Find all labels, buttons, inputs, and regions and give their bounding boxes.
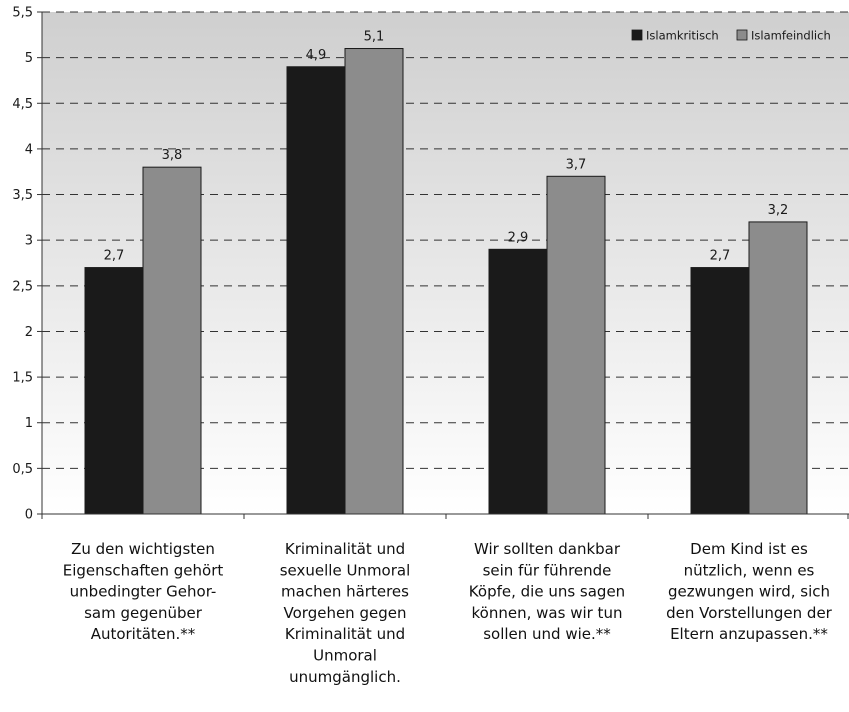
bar-islamfeindlich-1 bbox=[142, 166, 202, 515]
x-category-label-line: Vorgehen gegen bbox=[284, 604, 407, 622]
x-category-label-line: sein für führende bbox=[483, 561, 612, 579]
x-category-label-line: Zu den wichtigsten bbox=[71, 540, 215, 558]
x-category-label-line: Wir sollten dankbar bbox=[474, 540, 621, 558]
legend-label-islamfeindlich: Islamfeindlich bbox=[751, 29, 831, 43]
legend-label-islamkritisch: Islamkritisch bbox=[646, 29, 719, 43]
x-category-label-line: können, was wir tun bbox=[472, 604, 623, 622]
bar-islamfeindlich-4 bbox=[748, 221, 808, 515]
x-category-label-line: unumgänglich. bbox=[289, 668, 401, 686]
bar-islamkritisch-1 bbox=[84, 267, 144, 515]
data-label: 3,8 bbox=[162, 148, 183, 163]
x-category-label-line: den Vorstellungen der bbox=[666, 604, 833, 622]
y-tick-label: 5,5 bbox=[12, 6, 33, 21]
y-tick-label: 1 bbox=[25, 416, 33, 431]
x-category-label-line: nützlich, wenn es bbox=[684, 561, 815, 579]
y-tick-label: 4,5 bbox=[12, 97, 33, 112]
x-category-label-line: sollen und wie.** bbox=[483, 625, 611, 643]
data-label: 3,2 bbox=[768, 203, 789, 218]
x-category-label: Kriminalität und sexuelle Unmoral machen h… bbox=[280, 540, 411, 686]
y-tick-label: 1,5 bbox=[12, 371, 33, 386]
x-category-label-line: Eltern anzupassen.** bbox=[670, 625, 828, 643]
data-label: 2,7 bbox=[104, 249, 125, 264]
y-tick-label: 2,5 bbox=[12, 279, 33, 294]
x-category-label-line: unbedingter Gehor- bbox=[70, 583, 217, 601]
x-category-label-line: machen härteres bbox=[281, 583, 409, 601]
y-tick-label: 5 bbox=[25, 51, 33, 66]
x-category-label: Zu den wichtigsten Eigenschaften gehört un… bbox=[63, 540, 224, 643]
x-category-label: Dem Kind ist es nützlich, wenn es gezwunge… bbox=[666, 540, 833, 643]
data-label: 5,1 bbox=[364, 30, 385, 45]
bar-islamkritisch-2 bbox=[286, 66, 346, 515]
x-category-label-line: Kriminalität und bbox=[285, 625, 405, 643]
x-category-label-line: Autoritäten.** bbox=[91, 625, 196, 643]
legend-swatch-islamkritisch bbox=[631, 29, 643, 41]
y-tick-label: 2 bbox=[25, 325, 33, 340]
y-tick-label: 3,5 bbox=[12, 188, 33, 203]
data-label: 2,9 bbox=[508, 230, 529, 245]
x-category-label-line: Dem Kind ist es bbox=[690, 540, 808, 558]
y-tick-label: 0 bbox=[25, 508, 33, 523]
data-label: 2,7 bbox=[710, 249, 731, 264]
y-tick-label: 0,5 bbox=[12, 462, 33, 477]
data-label: 3,7 bbox=[566, 157, 587, 172]
bar-islamfeindlich-2 bbox=[344, 48, 404, 515]
data-label: 4,9 bbox=[306, 48, 327, 63]
x-category-label-line: gezwungen wird, sich bbox=[668, 583, 830, 601]
bar-islamkritisch-4 bbox=[690, 267, 750, 515]
x-category-label-line: Unmoral bbox=[313, 647, 377, 665]
x-category-label-line: sam gegenüber bbox=[84, 604, 203, 622]
x-category-label-line: sexuelle Unmoral bbox=[280, 561, 411, 579]
x-category-label-line: Eigenschaften gehört bbox=[63, 561, 224, 579]
x-category-label: Wir sollten dankbar sein für führende Köpf… bbox=[469, 540, 625, 643]
bar-islamkritisch-3 bbox=[488, 248, 548, 515]
y-tick-label: 4 bbox=[25, 142, 33, 157]
y-tick-label: 3 bbox=[25, 234, 33, 249]
x-category-label-line: Köpfe, die uns sagen bbox=[469, 583, 625, 601]
x-category-label-line: Kriminalität und bbox=[285, 540, 405, 558]
legend-swatch-islamfeindlich bbox=[736, 29, 748, 41]
bar-islamfeindlich-3 bbox=[546, 175, 606, 515]
